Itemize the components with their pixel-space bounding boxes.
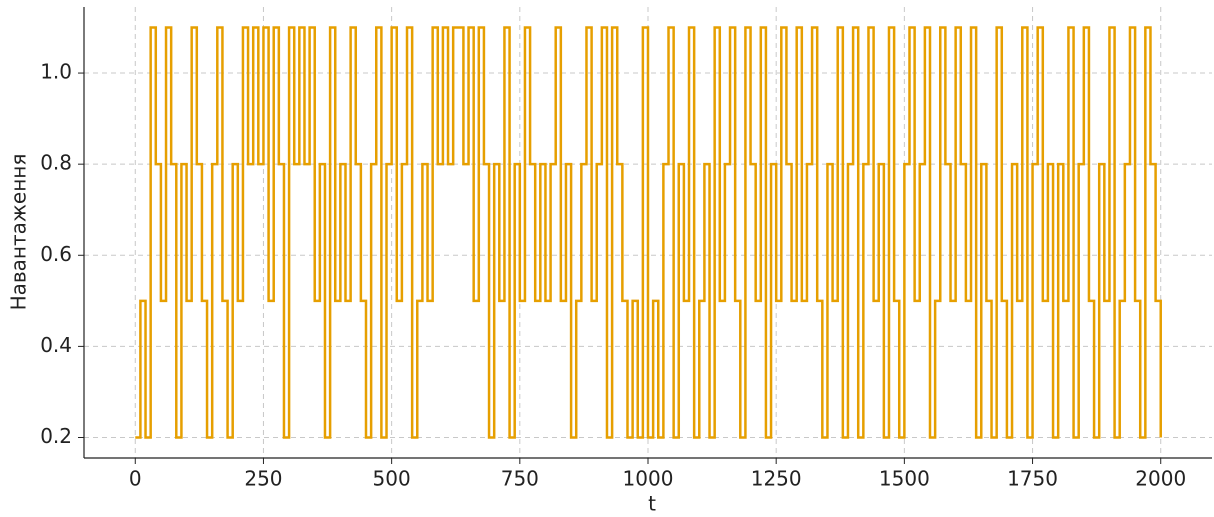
y-tick-label: 1.0 — [40, 60, 72, 84]
x-axis-label: t — [648, 492, 656, 516]
x-tick-label: 500 — [373, 467, 411, 491]
x-tick-label: 1000 — [623, 467, 674, 491]
y-axis-label: Навантаження — [7, 154, 31, 311]
x-tick-label: 0 — [129, 467, 142, 491]
x-tick-label: 2000 — [1135, 467, 1186, 491]
step-line — [135, 26, 1162, 439]
x-tick-label: 250 — [244, 467, 282, 491]
y-tick-label: 0.6 — [40, 242, 72, 266]
x-tick-label: 1750 — [1007, 467, 1058, 491]
x-tick-label: 1250 — [751, 467, 802, 491]
y-tick-label: 0.4 — [40, 333, 72, 357]
x-tick-label: 750 — [501, 467, 539, 491]
x-tick-label: 1500 — [879, 467, 930, 491]
y-tick-label: 0.2 — [40, 424, 72, 448]
y-tick-label: 0.8 — [40, 151, 72, 175]
